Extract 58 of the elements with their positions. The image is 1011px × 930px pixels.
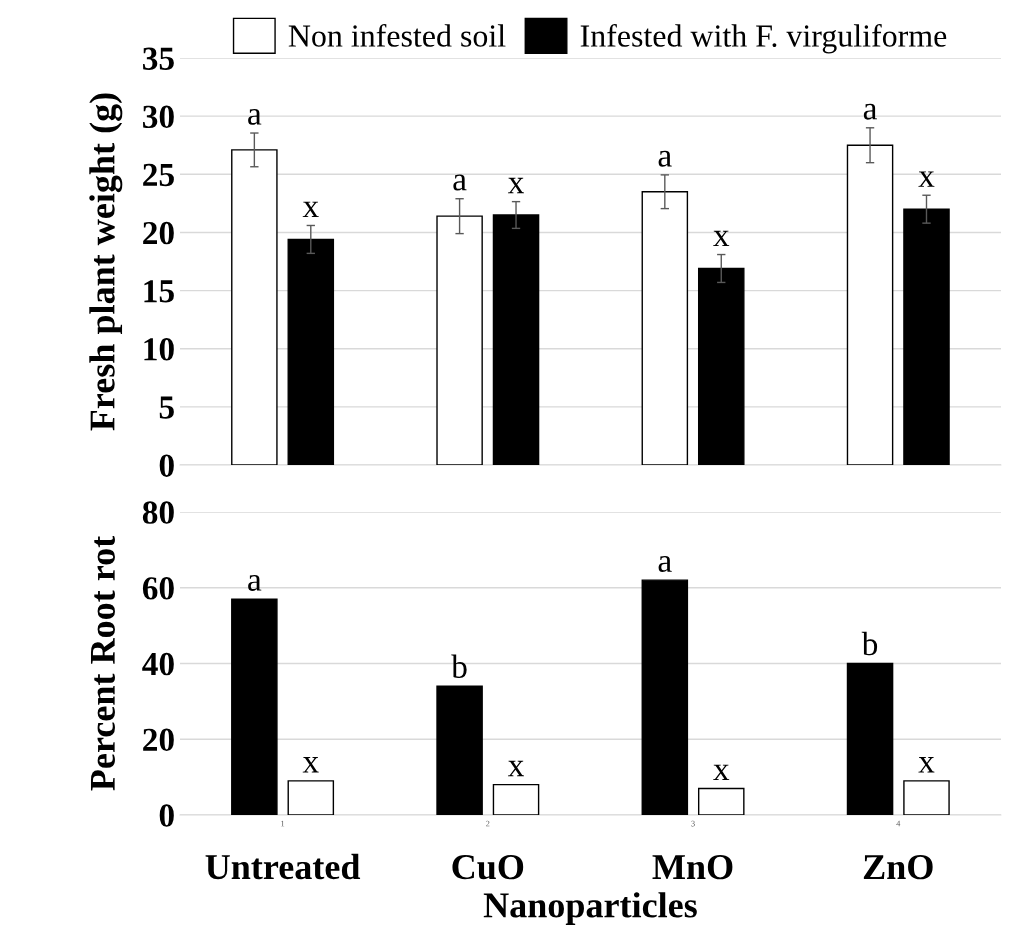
y-axis-title: Percent Root rot — [90, 535, 115, 791]
data-label: a — [658, 150, 672, 167]
data-label: a — [248, 574, 262, 591]
data-label: b — [451, 654, 467, 679]
legend-label: Non infested soil — [288, 24, 506, 47]
y-tick-label: 35 — [143, 47, 174, 70]
bar — [903, 780, 950, 815]
bar — [697, 787, 745, 815]
x-tick-label: ZnO — [863, 854, 933, 880]
data-label: a — [658, 556, 672, 572]
bar — [641, 191, 689, 465]
y-tick-label: 80 — [142, 501, 174, 524]
text: 3 — [691, 820, 695, 827]
data-label: a — [863, 103, 877, 120]
data-label: a — [453, 174, 467, 191]
data-label: x — [713, 230, 730, 247]
bar — [846, 662, 894, 815]
x-tick-label: Untreated — [205, 853, 361, 880]
bar — [846, 144, 894, 465]
bar — [287, 780, 335, 815]
data-label: x — [713, 764, 730, 780]
x-tick-label: MnO — [652, 854, 733, 880]
y-tick-label: 25 — [143, 163, 174, 187]
bar — [436, 685, 483, 815]
bar — [231, 149, 278, 465]
legend-label: Infested with F. virguliforme — [580, 24, 947, 54]
bar — [903, 208, 950, 465]
bar — [492, 214, 540, 465]
y-tick-label: 40 — [142, 652, 174, 676]
y-tick-label: 60 — [142, 577, 174, 600]
bar — [492, 783, 540, 815]
y-tick-label: 10 — [144, 338, 174, 361]
data-label: x — [507, 760, 524, 777]
data-label: x — [302, 757, 319, 773]
y-axis-title: Fresh plant weight (g) — [89, 93, 123, 431]
y-tick-label: 30 — [143, 105, 174, 129]
bar — [287, 238, 335, 465]
text: 2 — [486, 820, 490, 827]
y-tick-label: 0 — [159, 804, 174, 827]
text: 4 — [896, 820, 901, 827]
bar — [641, 579, 689, 815]
y-tick-label: 0 — [159, 454, 174, 477]
x-axis-title: Nanoparticles — [483, 892, 697, 925]
data-label: x — [302, 201, 319, 217]
y-tick-label: 5 — [159, 396, 174, 419]
data-label: b — [861, 631, 878, 656]
text: 1 — [281, 820, 285, 827]
data-label: a — [248, 108, 262, 125]
data-label: x — [918, 171, 935, 187]
y-tick-label: 15 — [144, 280, 174, 303]
y-tick-label: 20 — [143, 728, 174, 752]
data-label: x — [918, 757, 935, 773]
x-tick-label: CuO — [452, 854, 524, 880]
data-label: x — [507, 177, 524, 194]
y-tick-label: 20 — [143, 221, 174, 245]
bar — [231, 598, 278, 815]
bar — [436, 215, 483, 465]
bar — [697, 267, 745, 465]
